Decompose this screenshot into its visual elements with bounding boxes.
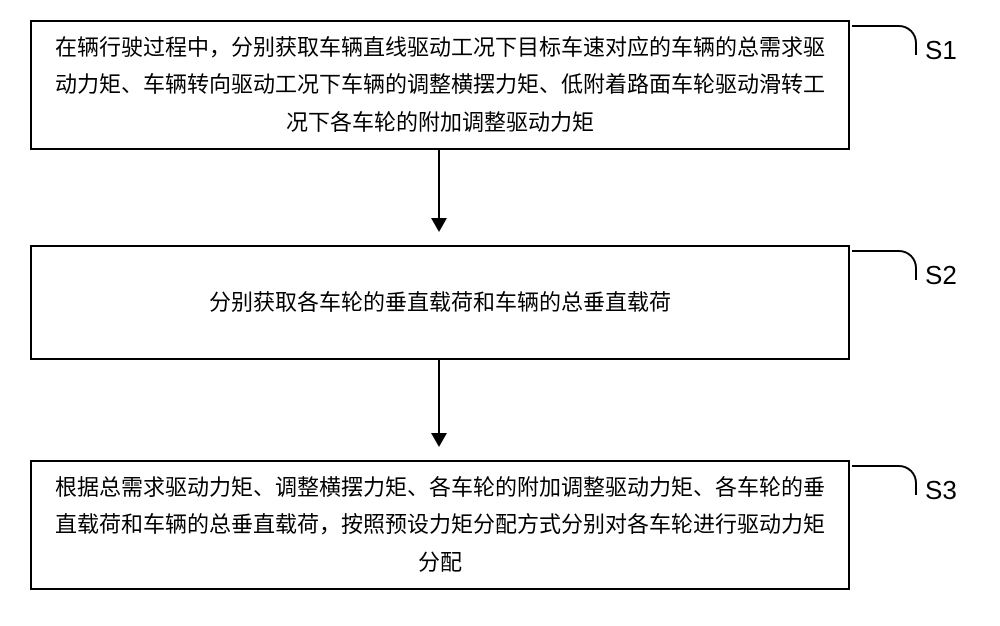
flowchart-node-s3: 根据总需求驱动力矩、调整横摆力矩、各车轮的附加调整驱动力矩、各车轮的垂直载荷和车… <box>30 460 850 590</box>
arrow-s2-s3 <box>438 360 440 445</box>
label-connector-s1 <box>852 25 917 55</box>
arrowhead-icon <box>431 433 447 447</box>
flowchart-container: 在辆行驶过程中，分别获取车辆直线驱动工况下目标车速对应的车辆的总需求驱动力矩、车… <box>0 0 1000 626</box>
node-s2-text: 分别获取各车轮的垂直载荷和车辆的总垂直载荷 <box>209 284 671 321</box>
flowchart-node-s2: 分别获取各车轮的垂直载荷和车辆的总垂直载荷 <box>30 245 850 360</box>
label-s3: S3 <box>925 475 957 506</box>
label-connector-s2 <box>852 250 917 280</box>
label-connector-s3 <box>852 465 917 495</box>
node-s3-text: 根据总需求驱动力矩、调整横摆力矩、各车轮的附加调整驱动力矩、各车轮的垂直载荷和车… <box>52 469 828 581</box>
arrowhead-icon <box>431 218 447 232</box>
arrow-s1-s2 <box>438 150 440 230</box>
flowchart-node-s1: 在辆行驶过程中，分别获取车辆直线驱动工况下目标车速对应的车辆的总需求驱动力矩、车… <box>30 20 850 150</box>
label-s2: S2 <box>925 260 957 291</box>
node-s1-text: 在辆行驶过程中，分别获取车辆直线驱动工况下目标车速对应的车辆的总需求驱动力矩、车… <box>52 29 828 141</box>
label-s1: S1 <box>925 35 957 66</box>
